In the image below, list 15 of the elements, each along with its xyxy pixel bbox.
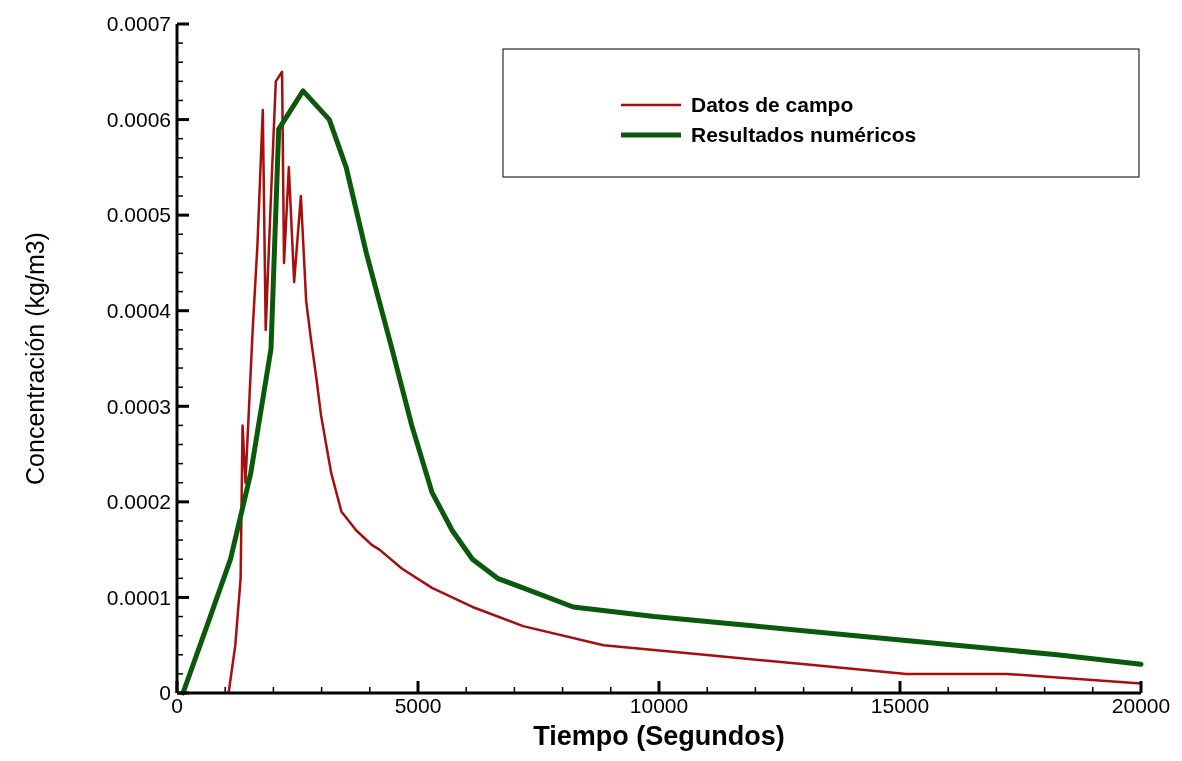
x-tick-label: 5000 [394,694,442,717]
x-tick-label: 10000 [629,694,689,717]
y-tick-label: 0.0003 [106,394,171,418]
y-axis-title: Concentración (kg/m3) [21,232,49,485]
x-tick-label: 15000 [870,694,930,717]
legend-label: Resultados numéricos [691,123,917,147]
y-tick-label: 0.0005 [106,203,171,227]
y-tick-label: 0.0004 [106,299,172,323]
y-tick-label: 0.0002 [106,490,171,514]
y-tick-label: 0.0007 [106,12,171,36]
x-axis-title: Tiempo (Segundos) [533,721,785,751]
y-tick-label: 0.0006 [106,107,171,131]
y-tick-label: 0.0001 [106,585,171,609]
x-tick-label: 20000 [1111,694,1171,717]
legend-label: Datos de campo [691,93,854,117]
